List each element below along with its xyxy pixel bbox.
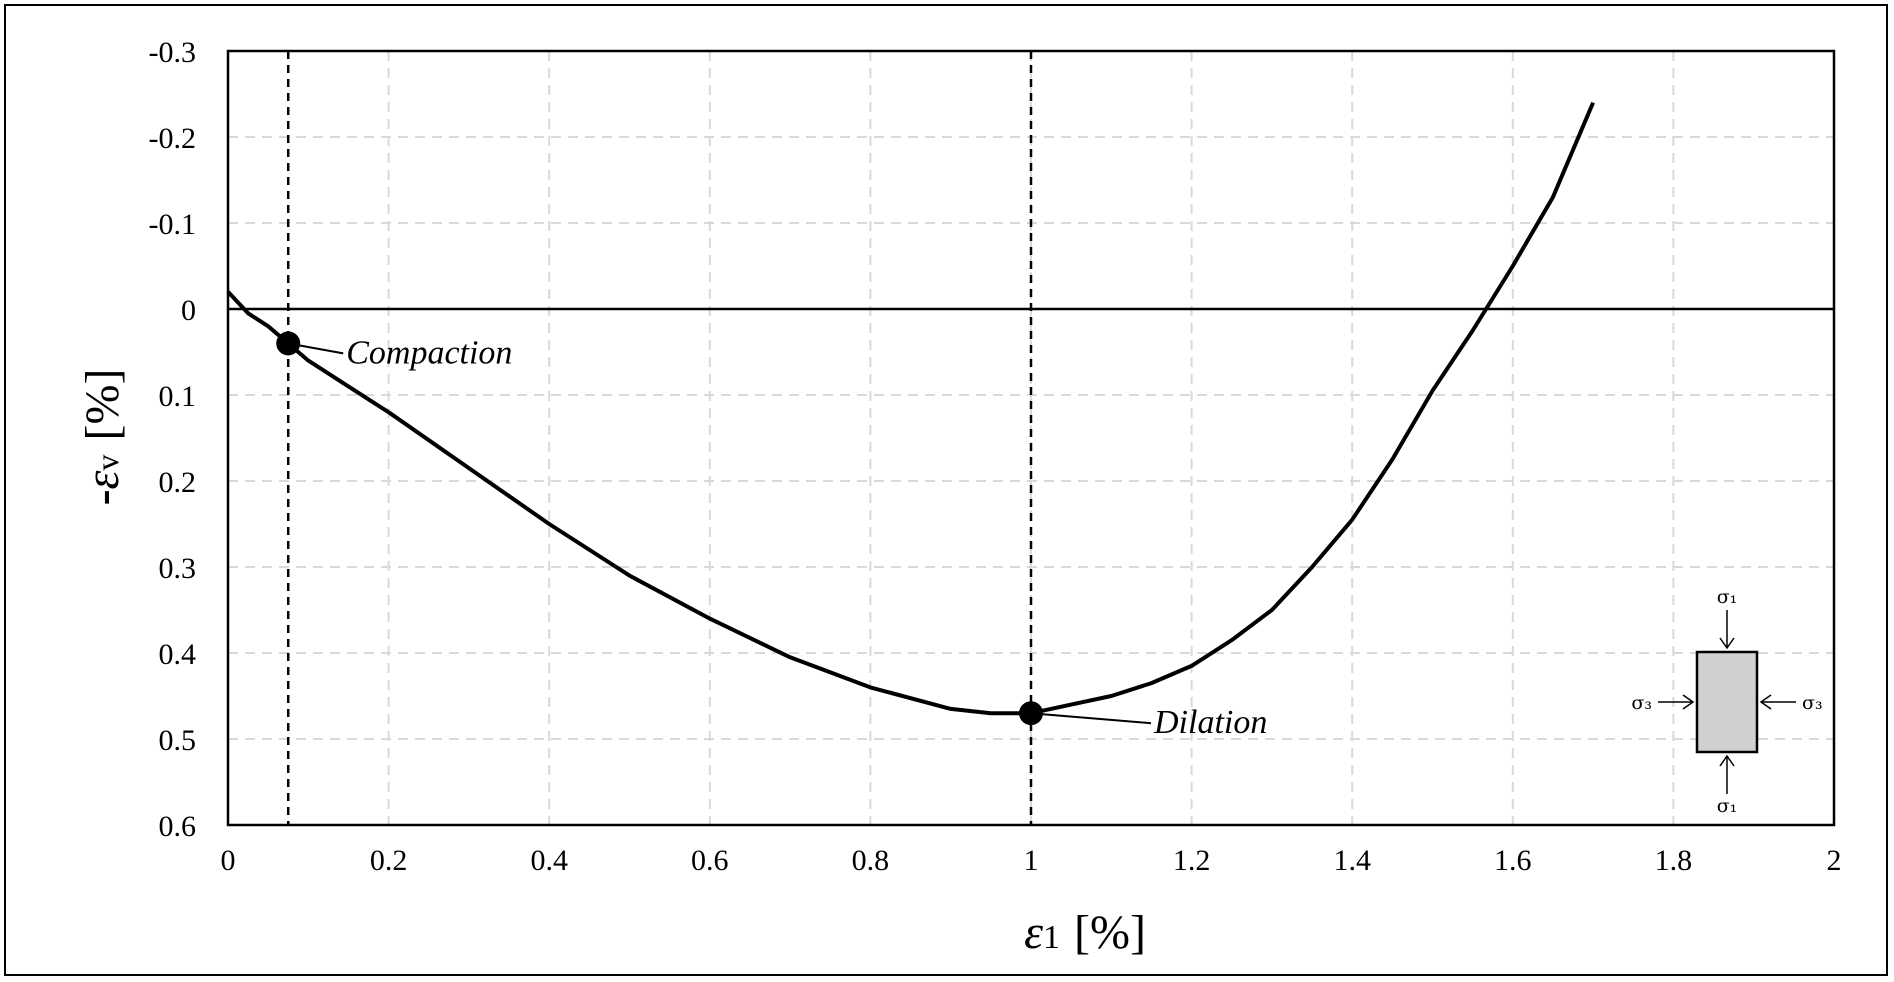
y-tick-label: 0.3 [159, 552, 197, 585]
x-tick-label: 2 [1827, 844, 1842, 877]
stress-state-inset: σ₁ σ₁ σ₃ σ₃ [1631, 586, 1822, 817]
y-tick-label: 0.4 [159, 638, 197, 671]
y-tick-label: 0.2 [159, 466, 197, 499]
x-tick-label: 1.8 [1655, 844, 1693, 877]
reference-lines [286, 51, 1033, 825]
y-axis-title: -εv[%] [76, 369, 129, 506]
x-tick-label: 0.6 [691, 844, 729, 877]
y-tick-label: -0.2 [149, 122, 197, 155]
annotation-label: Dilation [1153, 704, 1267, 741]
sigma3-right-label: σ₃ [1802, 692, 1823, 714]
x-tick-label: 1.6 [1494, 844, 1532, 877]
x-tick-label: 0.2 [370, 844, 408, 877]
specimen-block [1695, 650, 1759, 754]
y-tick-label: 0 [181, 294, 196, 327]
x-tick-label: 0.4 [530, 844, 568, 877]
annotation-leader [1030, 712, 1152, 725]
annotations: Compaction Dilation [276, 331, 1267, 741]
x-tick-label: 1.4 [1333, 844, 1371, 877]
y-axis-ticks: -0.3 -0.2 -0.1 0 0.1 0.2 0.3 0.4 0.5 0.6 [149, 36, 197, 843]
x-axis-ticks: 0 0.2 0.4 0.6 0.8 1 1.2 1.4 1.6 1.8 2 [221, 844, 1842, 877]
x-tick-label: 0 [221, 844, 236, 877]
y-tick-label: -0.3 [149, 36, 197, 69]
sigma3-left-label: σ₃ [1631, 692, 1652, 714]
sigma1-top-label: σ₁ [1717, 586, 1738, 608]
annotation-label: Compaction [346, 334, 512, 371]
x-axis-title: ε1 [%] [1024, 906, 1146, 959]
x-tick-label: 1 [1024, 844, 1039, 877]
x-tick-label: 1.2 [1173, 844, 1211, 877]
annotation-marker [1019, 701, 1043, 726]
annotation-marker [276, 331, 301, 356]
volumetric-strain-curve [226, 101, 1595, 716]
y-tick-label: 0.5 [159, 724, 197, 757]
chart-frame [4, 4, 1888, 976]
plot-area-border [226, 49, 1836, 827]
y-tick-label: -0.1 [149, 208, 197, 241]
sigma1-bottom-label: σ₁ [1717, 795, 1738, 817]
y-tick-label: 0.6 [159, 810, 197, 843]
y-tick-label: 0.1 [159, 380, 197, 413]
x-tick-label: 0.8 [852, 844, 890, 877]
